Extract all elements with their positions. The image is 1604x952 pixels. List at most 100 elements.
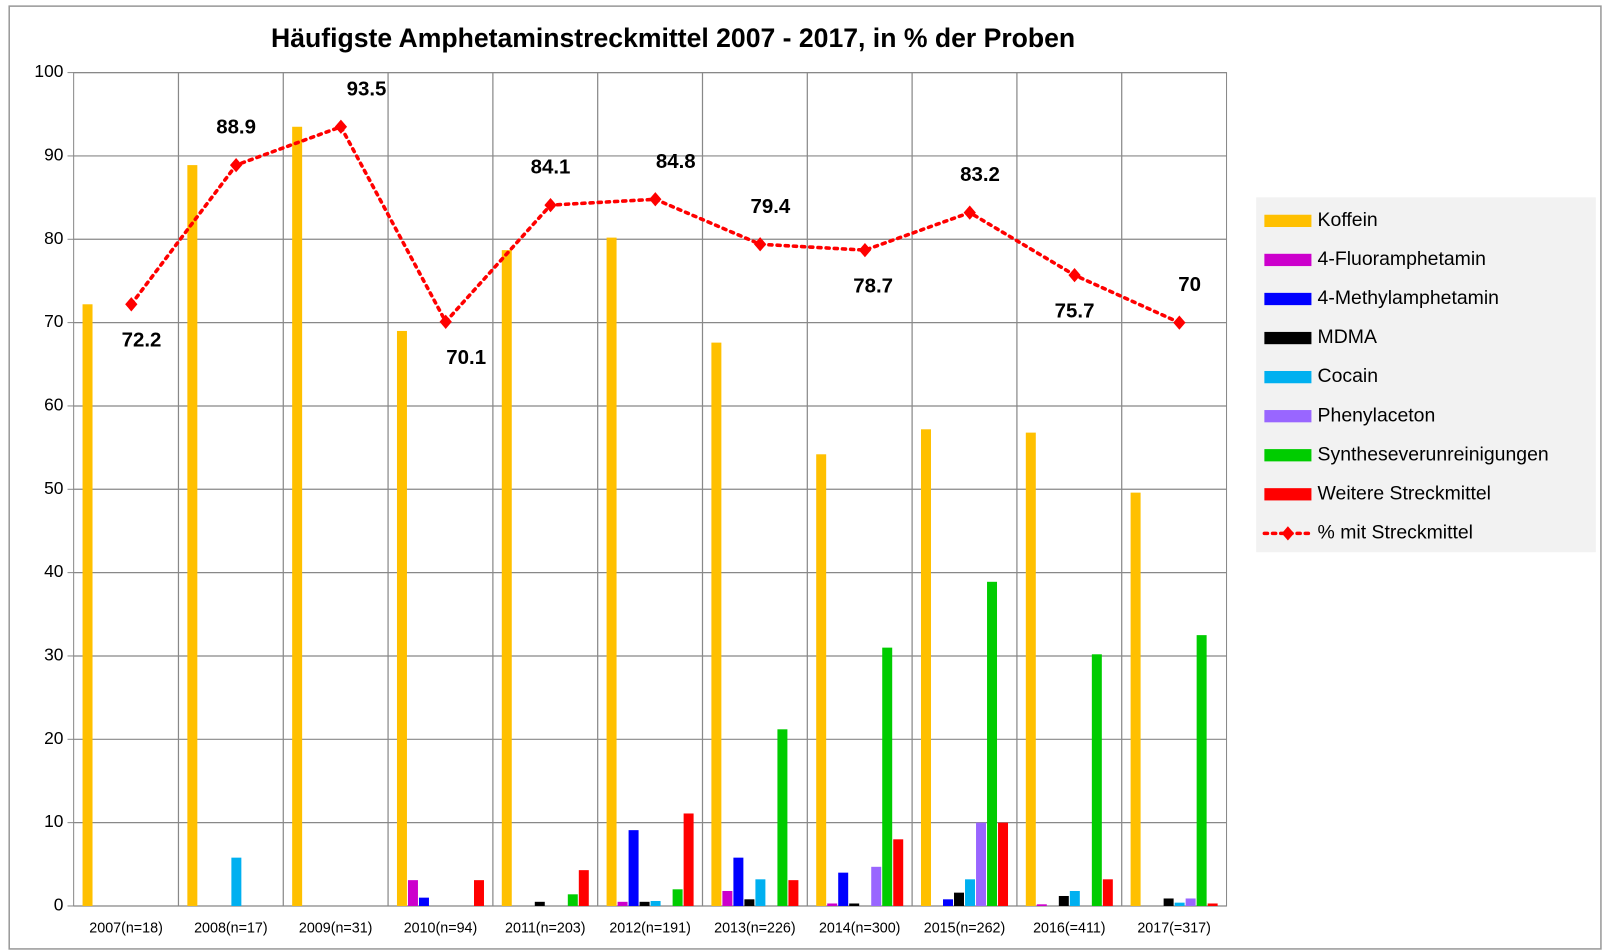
legend-swatch <box>1264 449 1312 462</box>
line-marker <box>125 297 138 312</box>
legend-swatch <box>1264 331 1312 345</box>
x-tick-label: 2015(n=262) <box>924 920 1006 936</box>
legend-label: 4-Methylamphetamin <box>1318 287 1499 309</box>
bar <box>501 250 512 906</box>
bar <box>1058 895 1069 906</box>
x-tick-label: 2012(n=191) <box>609 920 691 936</box>
bar <box>733 857 744 906</box>
line-marker <box>649 192 662 207</box>
line-marker <box>544 197 557 213</box>
legend-label: Cocain <box>1318 365 1378 387</box>
bar <box>954 892 964 906</box>
bar <box>1130 492 1141 906</box>
y-tick-label: 70 <box>44 311 63 331</box>
bar <box>871 866 882 906</box>
line-marker <box>334 119 348 134</box>
legend-label: MDMA <box>1318 326 1377 348</box>
bar <box>231 857 242 906</box>
bar <box>639 901 650 906</box>
bar <box>1207 903 1218 906</box>
data-label: 88.9 <box>216 116 256 139</box>
data-label: 75.7 <box>1055 299 1095 322</box>
bar <box>650 900 661 906</box>
bar <box>683 813 694 906</box>
bar <box>1102 879 1113 906</box>
bar <box>755 879 766 906</box>
legend-swatch <box>1264 370 1312 384</box>
legend-swatch <box>1264 253 1312 267</box>
legend-label: Weitere Streckmittel <box>1318 482 1491 504</box>
legend-label: 4-Fluoramphetamin <box>1318 248 1486 270</box>
bar <box>816 454 827 906</box>
x-tick-label: 2013(n=226) <box>714 920 796 936</box>
line-marker <box>1173 315 1186 330</box>
data-label: 84.8 <box>656 150 696 173</box>
x-tick-label: 2010(n=94) <box>404 920 478 936</box>
bar <box>788 880 799 906</box>
line-marker <box>753 237 767 252</box>
bar <box>578 870 589 906</box>
bar <box>474 880 484 906</box>
bar <box>672 889 683 906</box>
bar <box>976 822 987 906</box>
y-tick-label: 90 <box>44 145 63 165</box>
x-tick-label: 2017(=317) <box>1137 920 1211 936</box>
legend-swatch <box>1264 292 1312 306</box>
y-tick-label: 100 <box>34 61 63 81</box>
x-tick-label: 2011(n=203) <box>505 920 585 936</box>
bar <box>617 901 628 906</box>
legend-label: Syntheseverunreinigungen <box>1318 443 1549 465</box>
legend-label: Phenylaceton <box>1318 404 1436 426</box>
bar <box>921 429 931 906</box>
bar <box>965 879 976 906</box>
bar <box>1185 898 1196 906</box>
bar <box>849 903 860 906</box>
bar <box>1174 902 1185 906</box>
y-tick-label: 40 <box>44 561 63 581</box>
legend-label: % mit Streckmittel <box>1318 521 1473 543</box>
bar <box>1163 898 1174 906</box>
bar <box>628 830 639 906</box>
x-tick-label: 2014(n=300) <box>819 920 901 936</box>
bar <box>606 237 617 906</box>
data-label: 83.2 <box>960 163 1000 186</box>
y-tick-label: 20 <box>44 728 63 748</box>
chart-title: Häufigste Amphetaminstreckmittel 2007 - … <box>271 23 1075 53</box>
bar <box>567 894 578 906</box>
bar <box>1196 635 1207 906</box>
bar <box>1091 654 1102 906</box>
y-tick-label: 10 <box>44 811 63 831</box>
bar <box>893 839 904 906</box>
x-tick-label: 2007(n=18) <box>89 920 163 936</box>
y-tick-label: 60 <box>44 395 63 415</box>
legend-swatch <box>1264 488 1312 501</box>
bar <box>998 822 1009 906</box>
bar <box>943 899 953 906</box>
bar <box>407 880 418 906</box>
line-marker <box>1068 267 1081 283</box>
data-label: 84.1 <box>531 156 571 179</box>
data-label: 79.4 <box>750 195 790 218</box>
x-tick-label: 2016(=411) <box>1033 920 1105 936</box>
x-tick-label: 2008(n=17) <box>194 920 268 936</box>
y-tick-label: 30 <box>44 645 63 665</box>
data-label: 70.1 <box>446 346 486 369</box>
legend-swatch <box>1264 214 1312 228</box>
legend-box <box>1256 197 1596 553</box>
bar <box>187 165 198 906</box>
legend-label: Koffein <box>1318 209 1378 231</box>
data-label: 78.7 <box>853 274 893 297</box>
bar <box>418 897 429 906</box>
bar <box>1025 432 1036 906</box>
bar <box>1069 890 1080 906</box>
data-label: 93.5 <box>347 77 387 100</box>
line-marker <box>439 314 452 329</box>
y-tick-label: 80 <box>44 228 63 248</box>
bar <box>711 342 722 906</box>
bar <box>534 901 545 906</box>
bar <box>82 304 93 906</box>
bar <box>882 647 893 906</box>
bar <box>292 126 303 906</box>
